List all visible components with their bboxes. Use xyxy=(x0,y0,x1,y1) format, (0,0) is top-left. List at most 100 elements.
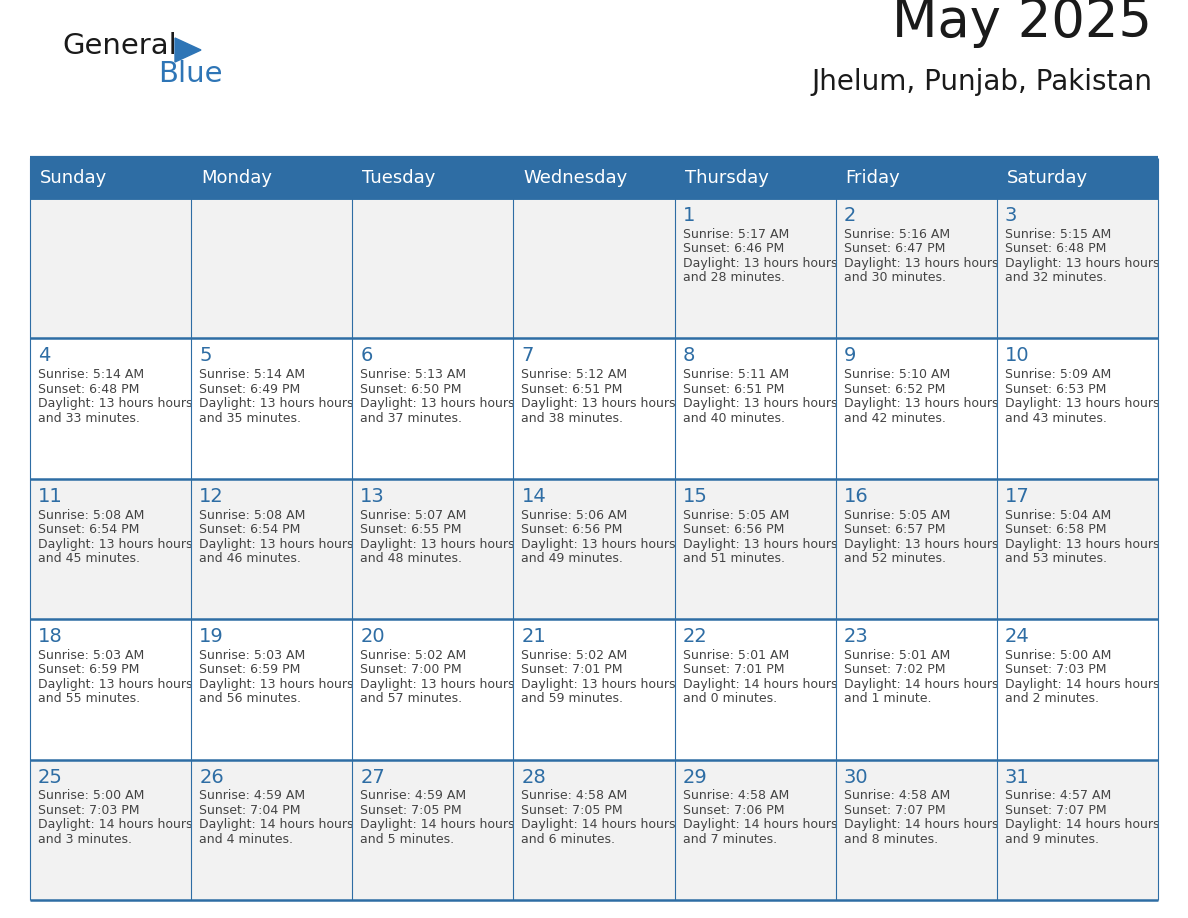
Text: Jhelum, Punjab, Pakistan: Jhelum, Punjab, Pakistan xyxy=(811,68,1152,96)
Text: and 4 minutes.: and 4 minutes. xyxy=(200,833,293,845)
Polygon shape xyxy=(175,38,201,62)
Text: Sunrise: 5:09 AM: Sunrise: 5:09 AM xyxy=(1005,368,1111,381)
Text: Daylight: 13 hours hours: Daylight: 13 hours hours xyxy=(1005,257,1159,270)
Text: Sunrise: 5:16 AM: Sunrise: 5:16 AM xyxy=(843,228,950,241)
Text: 28: 28 xyxy=(522,767,546,787)
Text: Sunset: 7:07 PM: Sunset: 7:07 PM xyxy=(1005,804,1106,817)
Text: Daylight: 13 hours hours: Daylight: 13 hours hours xyxy=(200,397,354,410)
Text: 4: 4 xyxy=(38,346,50,365)
Text: Sunset: 6:51 PM: Sunset: 6:51 PM xyxy=(522,383,623,396)
Text: Sunset: 6:54 PM: Sunset: 6:54 PM xyxy=(38,523,139,536)
Text: Sunrise: 5:07 AM: Sunrise: 5:07 AM xyxy=(360,509,467,521)
Text: 13: 13 xyxy=(360,487,385,506)
Text: Daylight: 14 hours hours: Daylight: 14 hours hours xyxy=(843,818,998,832)
Text: Sunrise: 5:00 AM: Sunrise: 5:00 AM xyxy=(1005,649,1111,662)
Text: 18: 18 xyxy=(38,627,63,646)
Text: Sunset: 6:56 PM: Sunset: 6:56 PM xyxy=(522,523,623,536)
Bar xyxy=(513,198,675,339)
Text: Sunset: 7:03 PM: Sunset: 7:03 PM xyxy=(38,804,139,817)
Text: and 40 minutes.: and 40 minutes. xyxy=(683,411,784,425)
Text: Sunrise: 5:01 AM: Sunrise: 5:01 AM xyxy=(843,649,950,662)
Bar xyxy=(353,198,513,339)
Text: Sunset: 6:59 PM: Sunset: 6:59 PM xyxy=(200,664,301,677)
Text: Saturday: Saturday xyxy=(1007,169,1088,187)
Bar xyxy=(513,339,675,479)
Bar xyxy=(191,620,353,759)
Text: 12: 12 xyxy=(200,487,223,506)
Text: General: General xyxy=(62,32,177,60)
Text: Daylight: 13 hours hours: Daylight: 13 hours hours xyxy=(683,257,838,270)
Text: Friday: Friday xyxy=(846,169,901,187)
Text: Sunset: 7:04 PM: Sunset: 7:04 PM xyxy=(200,804,301,817)
Text: 30: 30 xyxy=(843,767,868,787)
Text: Sunset: 6:49 PM: Sunset: 6:49 PM xyxy=(200,383,301,396)
Text: Sunrise: 5:14 AM: Sunrise: 5:14 AM xyxy=(200,368,305,381)
Text: Sunset: 6:50 PM: Sunset: 6:50 PM xyxy=(360,383,462,396)
Bar xyxy=(30,620,191,759)
Text: and 5 minutes.: and 5 minutes. xyxy=(360,833,455,845)
Text: Sunset: 6:46 PM: Sunset: 6:46 PM xyxy=(683,242,784,255)
Text: 17: 17 xyxy=(1005,487,1030,506)
Text: 8: 8 xyxy=(683,346,695,365)
Text: and 7 minutes.: and 7 minutes. xyxy=(683,833,777,845)
Text: Sunset: 6:53 PM: Sunset: 6:53 PM xyxy=(1005,383,1106,396)
Text: Daylight: 14 hours hours: Daylight: 14 hours hours xyxy=(683,818,838,832)
Text: Sunrise: 5:03 AM: Sunrise: 5:03 AM xyxy=(200,649,305,662)
Text: and 35 minutes.: and 35 minutes. xyxy=(200,411,301,425)
Text: 5: 5 xyxy=(200,346,211,365)
Bar xyxy=(835,339,997,479)
Text: Daylight: 13 hours hours: Daylight: 13 hours hours xyxy=(843,257,998,270)
Text: 7: 7 xyxy=(522,346,533,365)
Text: Sunrise: 5:11 AM: Sunrise: 5:11 AM xyxy=(683,368,789,381)
Text: and 56 minutes.: and 56 minutes. xyxy=(200,692,301,705)
Text: 31: 31 xyxy=(1005,767,1030,787)
Bar xyxy=(675,158,835,198)
Text: Sunrise: 5:03 AM: Sunrise: 5:03 AM xyxy=(38,649,144,662)
Text: Sunset: 7:02 PM: Sunset: 7:02 PM xyxy=(843,664,946,677)
Text: Daylight: 13 hours hours: Daylight: 13 hours hours xyxy=(1005,538,1159,551)
Bar xyxy=(675,759,835,900)
Text: Sunrise: 4:58 AM: Sunrise: 4:58 AM xyxy=(522,789,627,802)
Text: Daylight: 13 hours hours: Daylight: 13 hours hours xyxy=(360,678,514,691)
Text: and 48 minutes.: and 48 minutes. xyxy=(360,552,462,565)
Text: 27: 27 xyxy=(360,767,385,787)
Text: Sunset: 6:54 PM: Sunset: 6:54 PM xyxy=(200,523,301,536)
Text: and 3 minutes.: and 3 minutes. xyxy=(38,833,132,845)
Text: 11: 11 xyxy=(38,487,63,506)
Bar xyxy=(353,759,513,900)
Text: Daylight: 13 hours hours: Daylight: 13 hours hours xyxy=(843,538,998,551)
Text: Wednesday: Wednesday xyxy=(524,169,627,187)
Text: Sunset: 7:01 PM: Sunset: 7:01 PM xyxy=(683,664,784,677)
Bar xyxy=(675,198,835,339)
Text: Sunset: 6:56 PM: Sunset: 6:56 PM xyxy=(683,523,784,536)
Text: Sunset: 6:51 PM: Sunset: 6:51 PM xyxy=(683,383,784,396)
Text: 25: 25 xyxy=(38,767,63,787)
Text: Sunrise: 5:04 AM: Sunrise: 5:04 AM xyxy=(1005,509,1111,521)
Text: Sunrise: 5:00 AM: Sunrise: 5:00 AM xyxy=(38,789,145,802)
Text: 20: 20 xyxy=(360,627,385,646)
Text: Daylight: 14 hours hours: Daylight: 14 hours hours xyxy=(522,818,676,832)
Text: and 28 minutes.: and 28 minutes. xyxy=(683,271,784,285)
Text: Sunset: 6:52 PM: Sunset: 6:52 PM xyxy=(843,383,946,396)
Text: Sunset: 7:06 PM: Sunset: 7:06 PM xyxy=(683,804,784,817)
Text: Sunset: 6:58 PM: Sunset: 6:58 PM xyxy=(1005,523,1106,536)
Bar xyxy=(353,620,513,759)
Text: and 8 minutes.: and 8 minutes. xyxy=(843,833,937,845)
Text: Sunset: 6:59 PM: Sunset: 6:59 PM xyxy=(38,664,139,677)
Text: Daylight: 13 hours hours: Daylight: 13 hours hours xyxy=(843,397,998,410)
Text: Sunset: 7:05 PM: Sunset: 7:05 PM xyxy=(522,804,623,817)
Text: Sunrise: 4:58 AM: Sunrise: 4:58 AM xyxy=(843,789,950,802)
Bar xyxy=(997,479,1158,620)
Text: Sunrise: 5:12 AM: Sunrise: 5:12 AM xyxy=(522,368,627,381)
Bar xyxy=(30,339,191,479)
Bar xyxy=(675,620,835,759)
Text: and 52 minutes.: and 52 minutes. xyxy=(843,552,946,565)
Bar xyxy=(835,759,997,900)
Bar xyxy=(835,158,997,198)
Bar xyxy=(835,620,997,759)
Text: Sunrise: 5:02 AM: Sunrise: 5:02 AM xyxy=(360,649,467,662)
Bar xyxy=(513,620,675,759)
Text: Daylight: 14 hours hours: Daylight: 14 hours hours xyxy=(360,818,514,832)
Text: Daylight: 13 hours hours: Daylight: 13 hours hours xyxy=(683,397,838,410)
Text: and 51 minutes.: and 51 minutes. xyxy=(683,552,784,565)
